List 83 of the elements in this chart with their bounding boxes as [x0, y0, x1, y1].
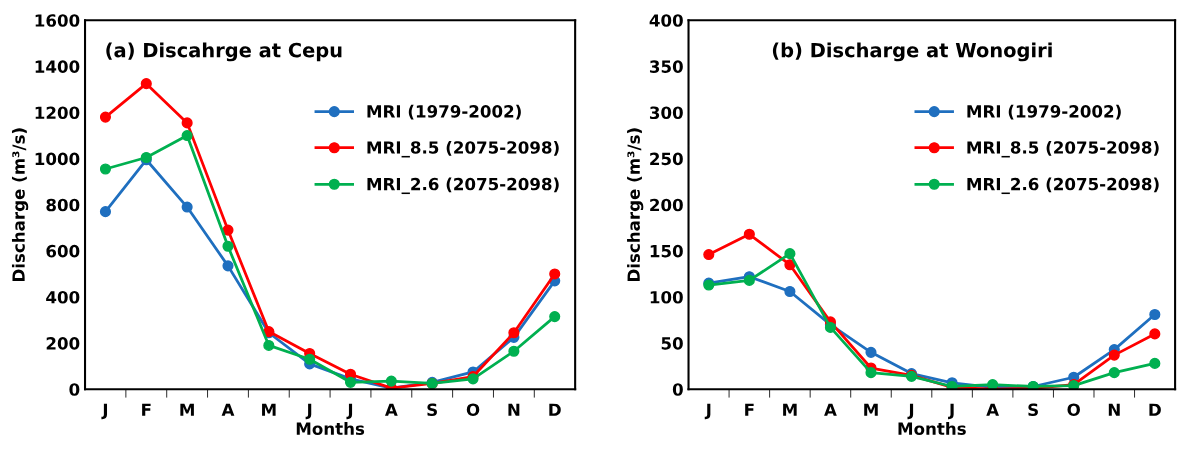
point: [140, 78, 152, 90]
point: [304, 353, 316, 365]
x-tick-label: J: [704, 403, 711, 420]
point: [508, 345, 520, 357]
x-tick-label: A: [824, 403, 837, 416]
y-tick-label: 0: [672, 383, 683, 396]
x-tick-label: A: [384, 403, 398, 416]
y-tick-label: 200: [650, 198, 683, 212]
x-tick-label: S: [1028, 403, 1038, 417]
y-axis-title: Discharge (m³/s): [627, 128, 644, 282]
y-tick-label: 200: [46, 337, 80, 350]
x-axis-title: Months: [898, 422, 966, 435]
x-axis-title: Months: [296, 422, 365, 435]
x-tick-label: J: [101, 403, 108, 420]
x-tick-label: S: [427, 403, 437, 417]
point: [508, 327, 520, 339]
x-tick-label: M: [783, 403, 797, 416]
text: (b) Discharge at Wonogiri: [772, 42, 1052, 62]
legend-label: MRI (1979-2002): [967, 104, 1121, 120]
point: [549, 268, 561, 280]
y-tick-label: 350: [649, 60, 683, 73]
y-tick-label: 250: [650, 152, 683, 166]
x-tick-label: D: [1149, 403, 1161, 416]
x-tick-label: F: [745, 403, 754, 416]
legend-label: MRI_8.5 (2075-2098): [967, 140, 1159, 158]
y-tick-label: 100: [650, 290, 683, 304]
x-tick-label: J: [305, 403, 312, 420]
x-tick-label: A: [221, 403, 235, 416]
y-tick-label: 1000: [35, 152, 80, 166]
x-tick-label: J: [907, 403, 914, 420]
x-tick-label: F: [142, 403, 151, 416]
y-tick-label: 800: [46, 198, 80, 212]
point: [1149, 308, 1161, 321]
x-tick-label: J: [948, 403, 954, 420]
point: [703, 249, 715, 261]
x-tick-label: O: [466, 403, 480, 417]
point: [222, 224, 234, 236]
x-tick-label: M: [864, 403, 878, 416]
x-tick-label: N: [508, 403, 520, 416]
point: [99, 111, 112, 123]
point: [784, 248, 796, 260]
point: [385, 375, 397, 387]
point: [1108, 349, 1120, 361]
point: [549, 311, 561, 323]
y-tick-label: 1200: [35, 106, 80, 120]
y-tick-label: 600: [46, 244, 80, 258]
point: [181, 130, 193, 142]
point: [865, 367, 877, 379]
x-tick-label: M: [262, 403, 276, 416]
point: [1149, 328, 1161, 340]
y-tick-label: 400: [649, 14, 683, 27]
legend-label: MRI_2.6 (2075-2098): [967, 177, 1159, 195]
x-tick-label: A: [986, 403, 999, 416]
y-tick-label: 400: [46, 290, 80, 304]
y-tick-label: 300: [649, 106, 683, 120]
y-tick-label: 150: [650, 244, 683, 258]
x-tick-label: J: [346, 403, 353, 420]
y-axis-title: Discharge (m³/s): [11, 128, 29, 282]
legend-label: MRI (1979-2002): [367, 104, 521, 120]
y-tick-label: 50: [661, 337, 683, 350]
y-tick-label: 1400: [35, 60, 80, 73]
x-tick-label: O: [1067, 403, 1080, 417]
point: [784, 285, 796, 298]
x-tick-label: M: [180, 403, 194, 416]
point: [181, 117, 193, 129]
y-tick-label: 0: [69, 383, 80, 396]
point: [181, 201, 193, 213]
x-tick-label: D: [549, 403, 561, 416]
point: [222, 240, 234, 252]
point: [99, 163, 112, 175]
point: [784, 259, 796, 271]
point: [743, 228, 755, 240]
legend-label: MRI_8.5 (2075-2098): [367, 140, 559, 158]
y-tick-label: 1600: [35, 14, 80, 27]
point: [99, 206, 112, 218]
point: [865, 346, 877, 358]
x-tick-label: N: [1108, 403, 1120, 416]
point: [1149, 357, 1161, 369]
point: [222, 260, 234, 272]
point: [263, 339, 275, 351]
text: (a) Discahrge at Cepu: [106, 42, 342, 62]
legend-label: MRI_2.6 (2075-2098): [367, 177, 559, 195]
point: [1108, 367, 1120, 379]
